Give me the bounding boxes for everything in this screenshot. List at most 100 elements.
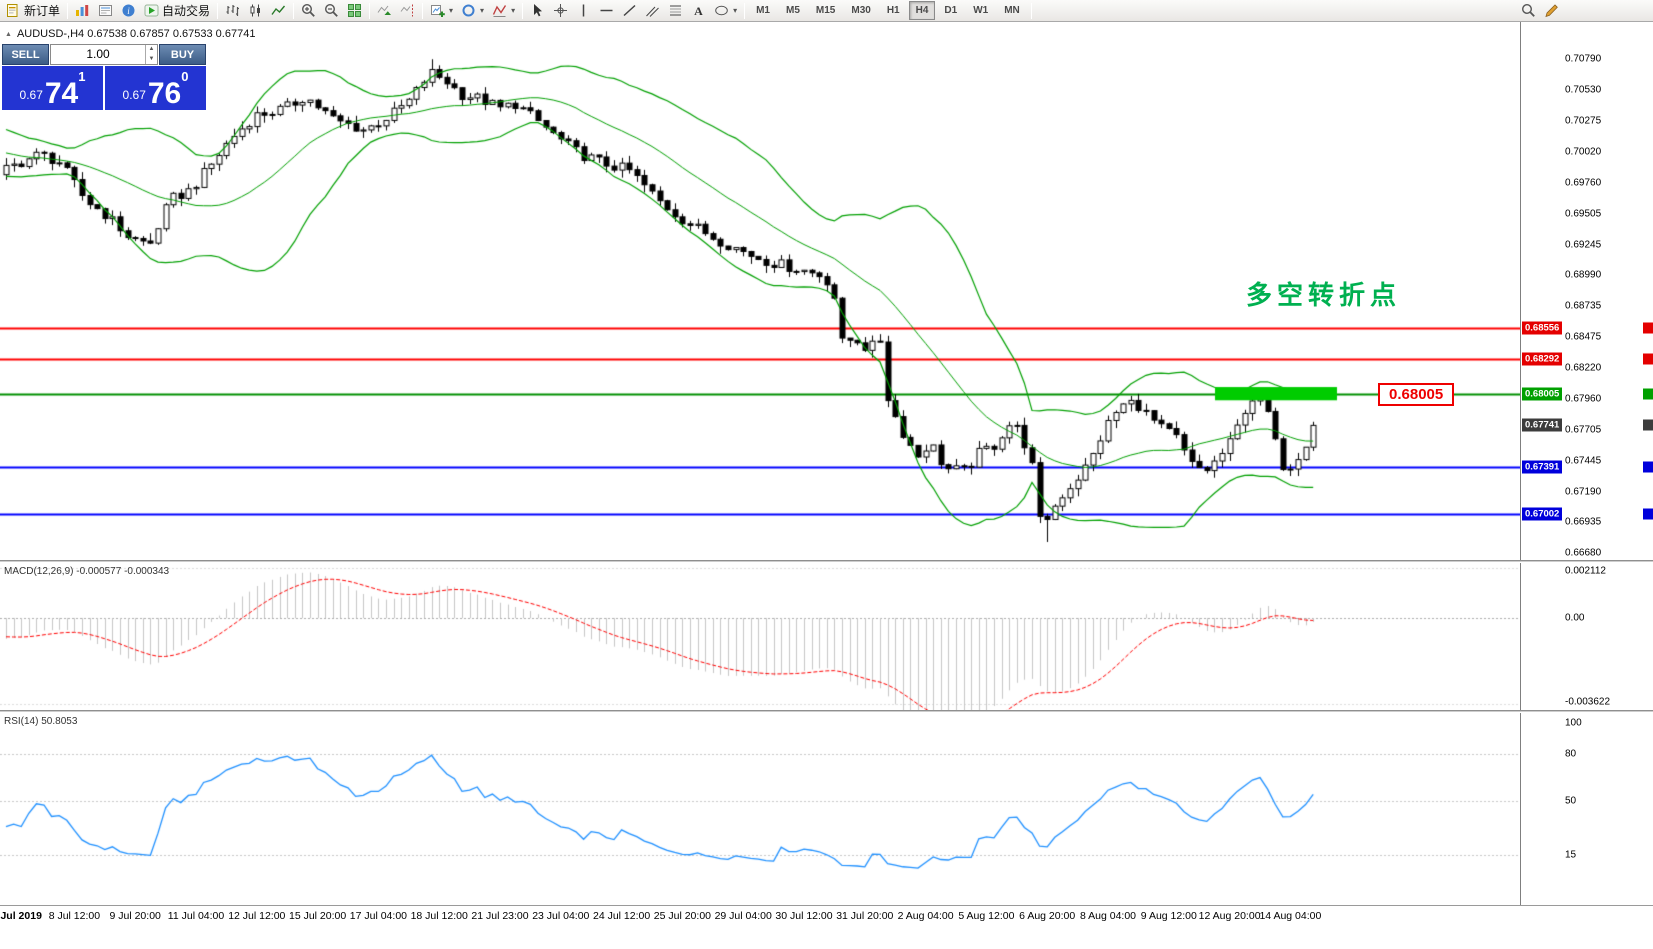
cursor-icon: [530, 3, 545, 18]
bar-chart-mode-button[interactable]: [221, 1, 244, 21]
price-scale-label: 0.67705: [1565, 424, 1602, 436]
shapes-tool-button[interactable]: ▾: [710, 1, 741, 21]
macd-scale-label: 0.002112: [1565, 565, 1606, 577]
toolbar: 新订单 i 自动交易 ▾ ▾ ▾ A ▾ M1 M5 M15 M30 H1 H4 D1 W1 MN: [0, 0, 1653, 22]
new-order-button[interactable]: 新订单: [2, 1, 64, 21]
chevron-down-icon: ▾: [511, 6, 516, 15]
navigator-icon: i: [121, 3, 136, 18]
time-axis-label: 30 Jul 12:00: [775, 910, 833, 922]
channel-tool-button[interactable]: [641, 1, 664, 21]
time-axis-label: 9 Jul 20:00: [109, 910, 161, 922]
chart-annotation-text[interactable]: 多空转折点: [1246, 280, 1402, 310]
time-axis-label: 21 Jul 23:00: [471, 910, 529, 922]
periodicity-button[interactable]: ▾: [457, 1, 488, 21]
spinner-up-icon[interactable]: ▲: [148, 46, 155, 52]
time-axis-label: 8 Jul 12:00: [48, 910, 101, 922]
timeframe-mn-button[interactable]: MN: [997, 1, 1027, 20]
vertical-line-tool-button[interactable]: [572, 1, 595, 21]
price-scale[interactable]: 0.70790 0.70530 0.70275 0.70020 0.69760 0.695…: [1520, 22, 1653, 560]
indicators-button[interactable]: ▾: [488, 1, 519, 21]
buy-price-display[interactable]: 0.67 76 0: [105, 66, 206, 110]
auto-scroll-button[interactable]: [373, 1, 396, 21]
macd-header: MACD(12,26,9) -0.000577 -0.000343: [4, 566, 170, 577]
pane-splitter[interactable]: [0, 560, 1653, 563]
price-scale-label: 0.66935: [1565, 516, 1602, 528]
panel-collapse-icon[interactable]: ▲: [5, 30, 12, 38]
toolbar-separator: [422, 2, 424, 19]
timeframe-m15-button[interactable]: M15: [809, 1, 842, 20]
cycles-icon: [461, 3, 476, 18]
price-callout[interactable]: 0.68005: [1378, 383, 1455, 406]
rsi-level-label: 50: [1565, 795, 1577, 806]
price-scale-label: 0.68220: [1565, 362, 1602, 374]
candlestick-mode-button[interactable]: [244, 1, 267, 21]
rsi-canvas[interactable]: [0, 713, 1520, 905]
auto-trading-button[interactable]: 自动交易: [140, 1, 214, 21]
price-scale-label: 0.68735: [1565, 300, 1602, 312]
search-icon: [1521, 3, 1536, 18]
time-axis-label: 6 Aug 20:00: [1019, 910, 1076, 922]
zoom-in-button[interactable]: [297, 1, 320, 21]
data-window-button[interactable]: [94, 1, 117, 21]
timeframe-m1-button[interactable]: M1: [749, 1, 777, 20]
auto-trading-icon: [144, 3, 159, 18]
volume-input[interactable]: 1.00 ▲ ▼: [50, 44, 158, 65]
timeframe-h1-button[interactable]: H1: [880, 1, 907, 20]
horizontal-line-tool-button[interactable]: [595, 1, 618, 21]
tile-windows-button[interactable]: [343, 1, 366, 21]
price-scale-label: 0.70530: [1565, 84, 1602, 96]
rsi-scale[interactable]: 100 80 50 15: [1520, 713, 1653, 905]
price-scale-label: 0.70275: [1565, 115, 1602, 127]
text-tool-button[interactable]: A: [687, 1, 710, 21]
price-scale-label: 0.69245: [1565, 239, 1602, 251]
macd-pane: MACD(12,26,9) -0.000577 -0.000343 0.0021…: [0, 563, 1653, 710]
zoom-out-button[interactable]: [320, 1, 343, 21]
edit-button[interactable]: [1540, 1, 1563, 21]
trendline-tool-button[interactable]: [618, 1, 641, 21]
time-axis-label: 14 Aug 04:00: [1259, 910, 1322, 922]
spinner-down-icon[interactable]: ▼: [148, 55, 155, 62]
edit-icon: [1544, 3, 1559, 18]
macd-canvas[interactable]: [0, 563, 1520, 710]
fibonacci-tool-button[interactable]: [664, 1, 687, 21]
cursor-tool-button[interactable]: [526, 1, 549, 21]
pane-splitter[interactable]: [0, 710, 1653, 713]
time-axis-label: 31 Jul 20:00: [836, 910, 894, 922]
new-chart-button[interactable]: ▾: [426, 1, 457, 21]
price-tag-stub: [1643, 353, 1653, 365]
time-axis-label: 29 Jul 04:00: [714, 910, 772, 922]
search-button[interactable]: [1517, 1, 1540, 21]
macd-scale-label: -0.003622: [1565, 696, 1611, 708]
timeframe-m5-button[interactable]: M5: [779, 1, 807, 20]
sell-button[interactable]: SELL: [2, 44, 49, 65]
line-chart-mode-button[interactable]: [267, 1, 290, 21]
buy-button[interactable]: BUY: [159, 44, 206, 65]
timeframe-m30-button[interactable]: M30: [844, 1, 877, 20]
timeframe-w1-button[interactable]: W1: [966, 1, 995, 20]
rsi-level-label: 80: [1565, 748, 1577, 760]
price-tag: 0.68005: [1522, 387, 1563, 401]
volume-value[interactable]: 1.00: [86, 47, 110, 61]
timeframe-d1-button[interactable]: D1: [937, 1, 964, 20]
sell-price-display[interactable]: 0.67 74 1: [2, 66, 103, 110]
chevron-down-icon: ▾: [733, 6, 738, 15]
channel-icon: [645, 3, 660, 18]
toolbar-separator: [522, 2, 524, 19]
time-axis-label: 24 Jul 12:00: [592, 910, 651, 922]
chart-shift-button[interactable]: [396, 1, 419, 21]
market-watch-button[interactable]: [71, 1, 94, 21]
sell-price-big: 74: [44, 76, 79, 110]
line-chart-icon: [271, 3, 286, 18]
main-chart-canvas[interactable]: [0, 22, 1520, 560]
price-scale-label: 0.67190: [1565, 486, 1602, 498]
symbol-ohlc-text: AUDUSD-,H4 0.67538 0.67857 0.67533 0.677…: [16, 28, 256, 40]
time-axis[interactable]: Jul 2019 8 Jul 12:00 9 Jul 20:00 11 Jul 04:…: [0, 905, 1653, 949]
timeframe-h4-button[interactable]: H4: [908, 1, 936, 20]
rsi-pane: RSI(14) 50.8053 100 80 50 15: [0, 713, 1653, 905]
crosshair-tool-button[interactable]: [549, 1, 572, 21]
macd-scale[interactable]: 0.002112 0.00 -0.003622: [1520, 563, 1653, 710]
price-tag-stub: [1643, 419, 1653, 431]
volume-spinner[interactable]: ▲ ▼: [145, 45, 157, 64]
navigator-button[interactable]: i: [117, 1, 140, 21]
time-axis-label: 11 Jul 04:00: [167, 910, 225, 922]
